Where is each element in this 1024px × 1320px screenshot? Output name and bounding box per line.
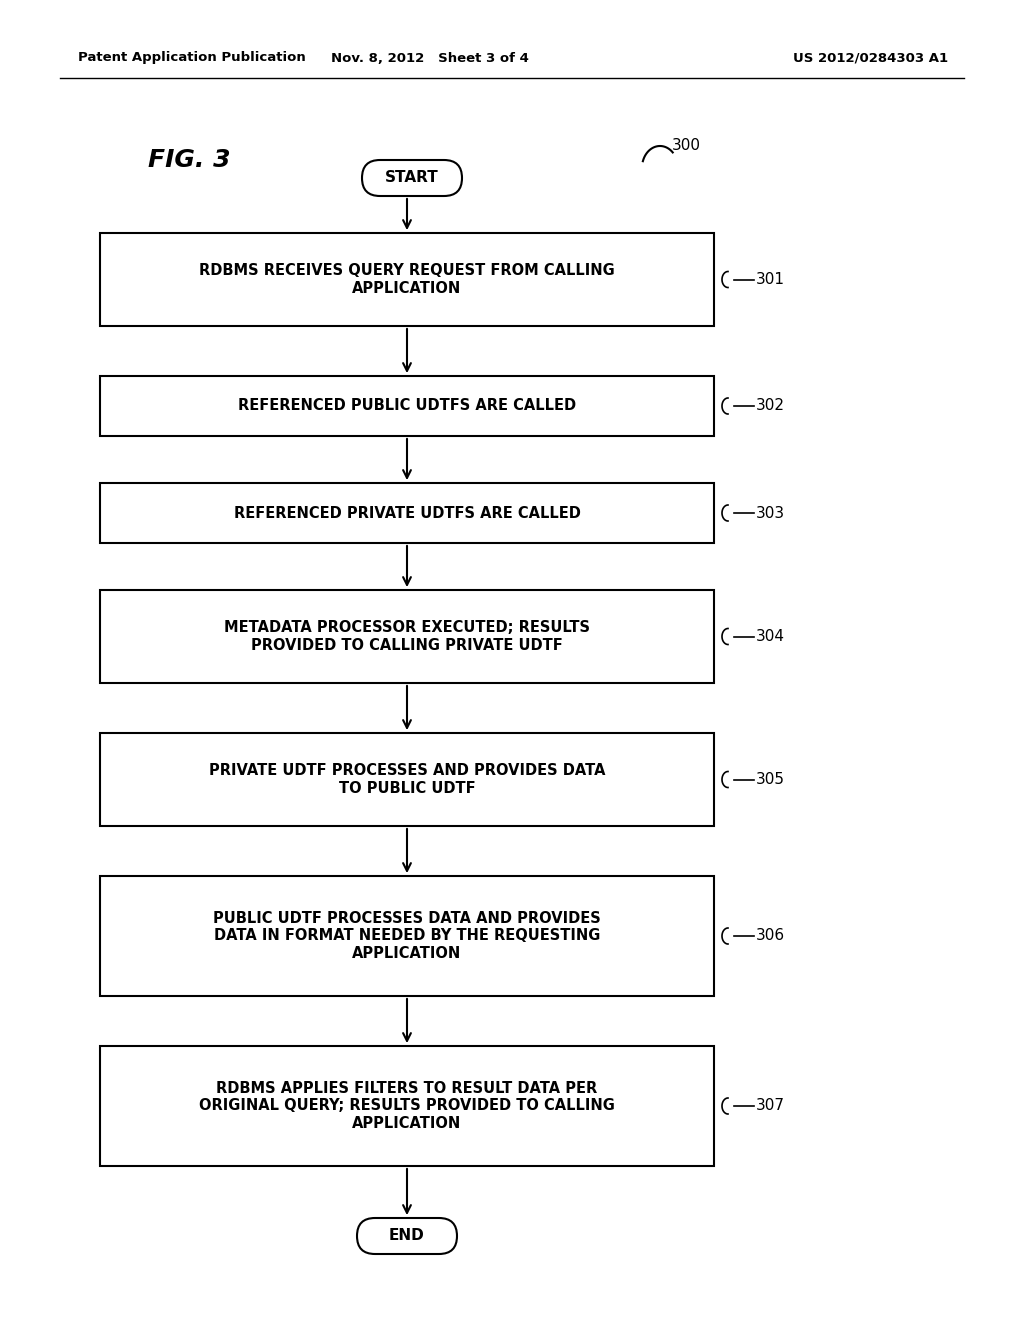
FancyBboxPatch shape (362, 160, 462, 195)
Text: END: END (389, 1229, 425, 1243)
Bar (100, 234, 714, 326)
Text: 306: 306 (756, 928, 785, 944)
Text: PUBLIC UDTF PROCESSES DATA AND PROVIDES
DATA IN FORMAT NEEDED BY THE REQUESTING
: PUBLIC UDTF PROCESSES DATA AND PROVIDES … (213, 911, 601, 961)
Text: START: START (385, 170, 439, 186)
Bar (100, 590, 714, 682)
Text: 302: 302 (756, 399, 785, 413)
Text: 303: 303 (756, 506, 785, 520)
Text: Nov. 8, 2012   Sheet 3 of 4: Nov. 8, 2012 Sheet 3 of 4 (331, 51, 529, 65)
Text: US 2012/0284303 A1: US 2012/0284303 A1 (793, 51, 948, 65)
Text: REFERENCED PRIVATE UDTFS ARE CALLED: REFERENCED PRIVATE UDTFS ARE CALLED (233, 506, 581, 520)
Text: 304: 304 (756, 630, 785, 644)
Text: 300: 300 (672, 137, 701, 153)
Text: RDBMS RECEIVES QUERY REQUEST FROM CALLING
APPLICATION: RDBMS RECEIVES QUERY REQUEST FROM CALLIN… (199, 263, 614, 296)
Text: RDBMS APPLIES FILTERS TO RESULT DATA PER
ORIGINAL QUERY; RESULTS PROVIDED TO CAL: RDBMS APPLIES FILTERS TO RESULT DATA PER… (199, 1081, 615, 1131)
Text: REFERENCED PUBLIC UDTFS ARE CALLED: REFERENCED PUBLIC UDTFS ARE CALLED (238, 399, 577, 413)
Bar (100, 733, 714, 826)
Text: METADATA PROCESSOR EXECUTED; RESULTS
PROVIDED TO CALLING PRIVATE UDTF: METADATA PROCESSOR EXECUTED; RESULTS PRO… (224, 620, 590, 652)
Bar (100, 1045, 714, 1166)
Text: PRIVATE UDTF PROCESSES AND PROVIDES DATA
TO PUBLIC UDTF: PRIVATE UDTF PROCESSES AND PROVIDES DATA… (209, 763, 605, 796)
Bar (100, 483, 714, 543)
Bar (100, 376, 714, 436)
Text: 301: 301 (756, 272, 785, 286)
Text: 305: 305 (756, 772, 785, 787)
Bar (100, 876, 714, 997)
Text: Patent Application Publication: Patent Application Publication (78, 51, 306, 65)
Text: 307: 307 (756, 1098, 785, 1114)
Text: FIG. 3: FIG. 3 (148, 148, 230, 172)
FancyBboxPatch shape (357, 1218, 457, 1254)
